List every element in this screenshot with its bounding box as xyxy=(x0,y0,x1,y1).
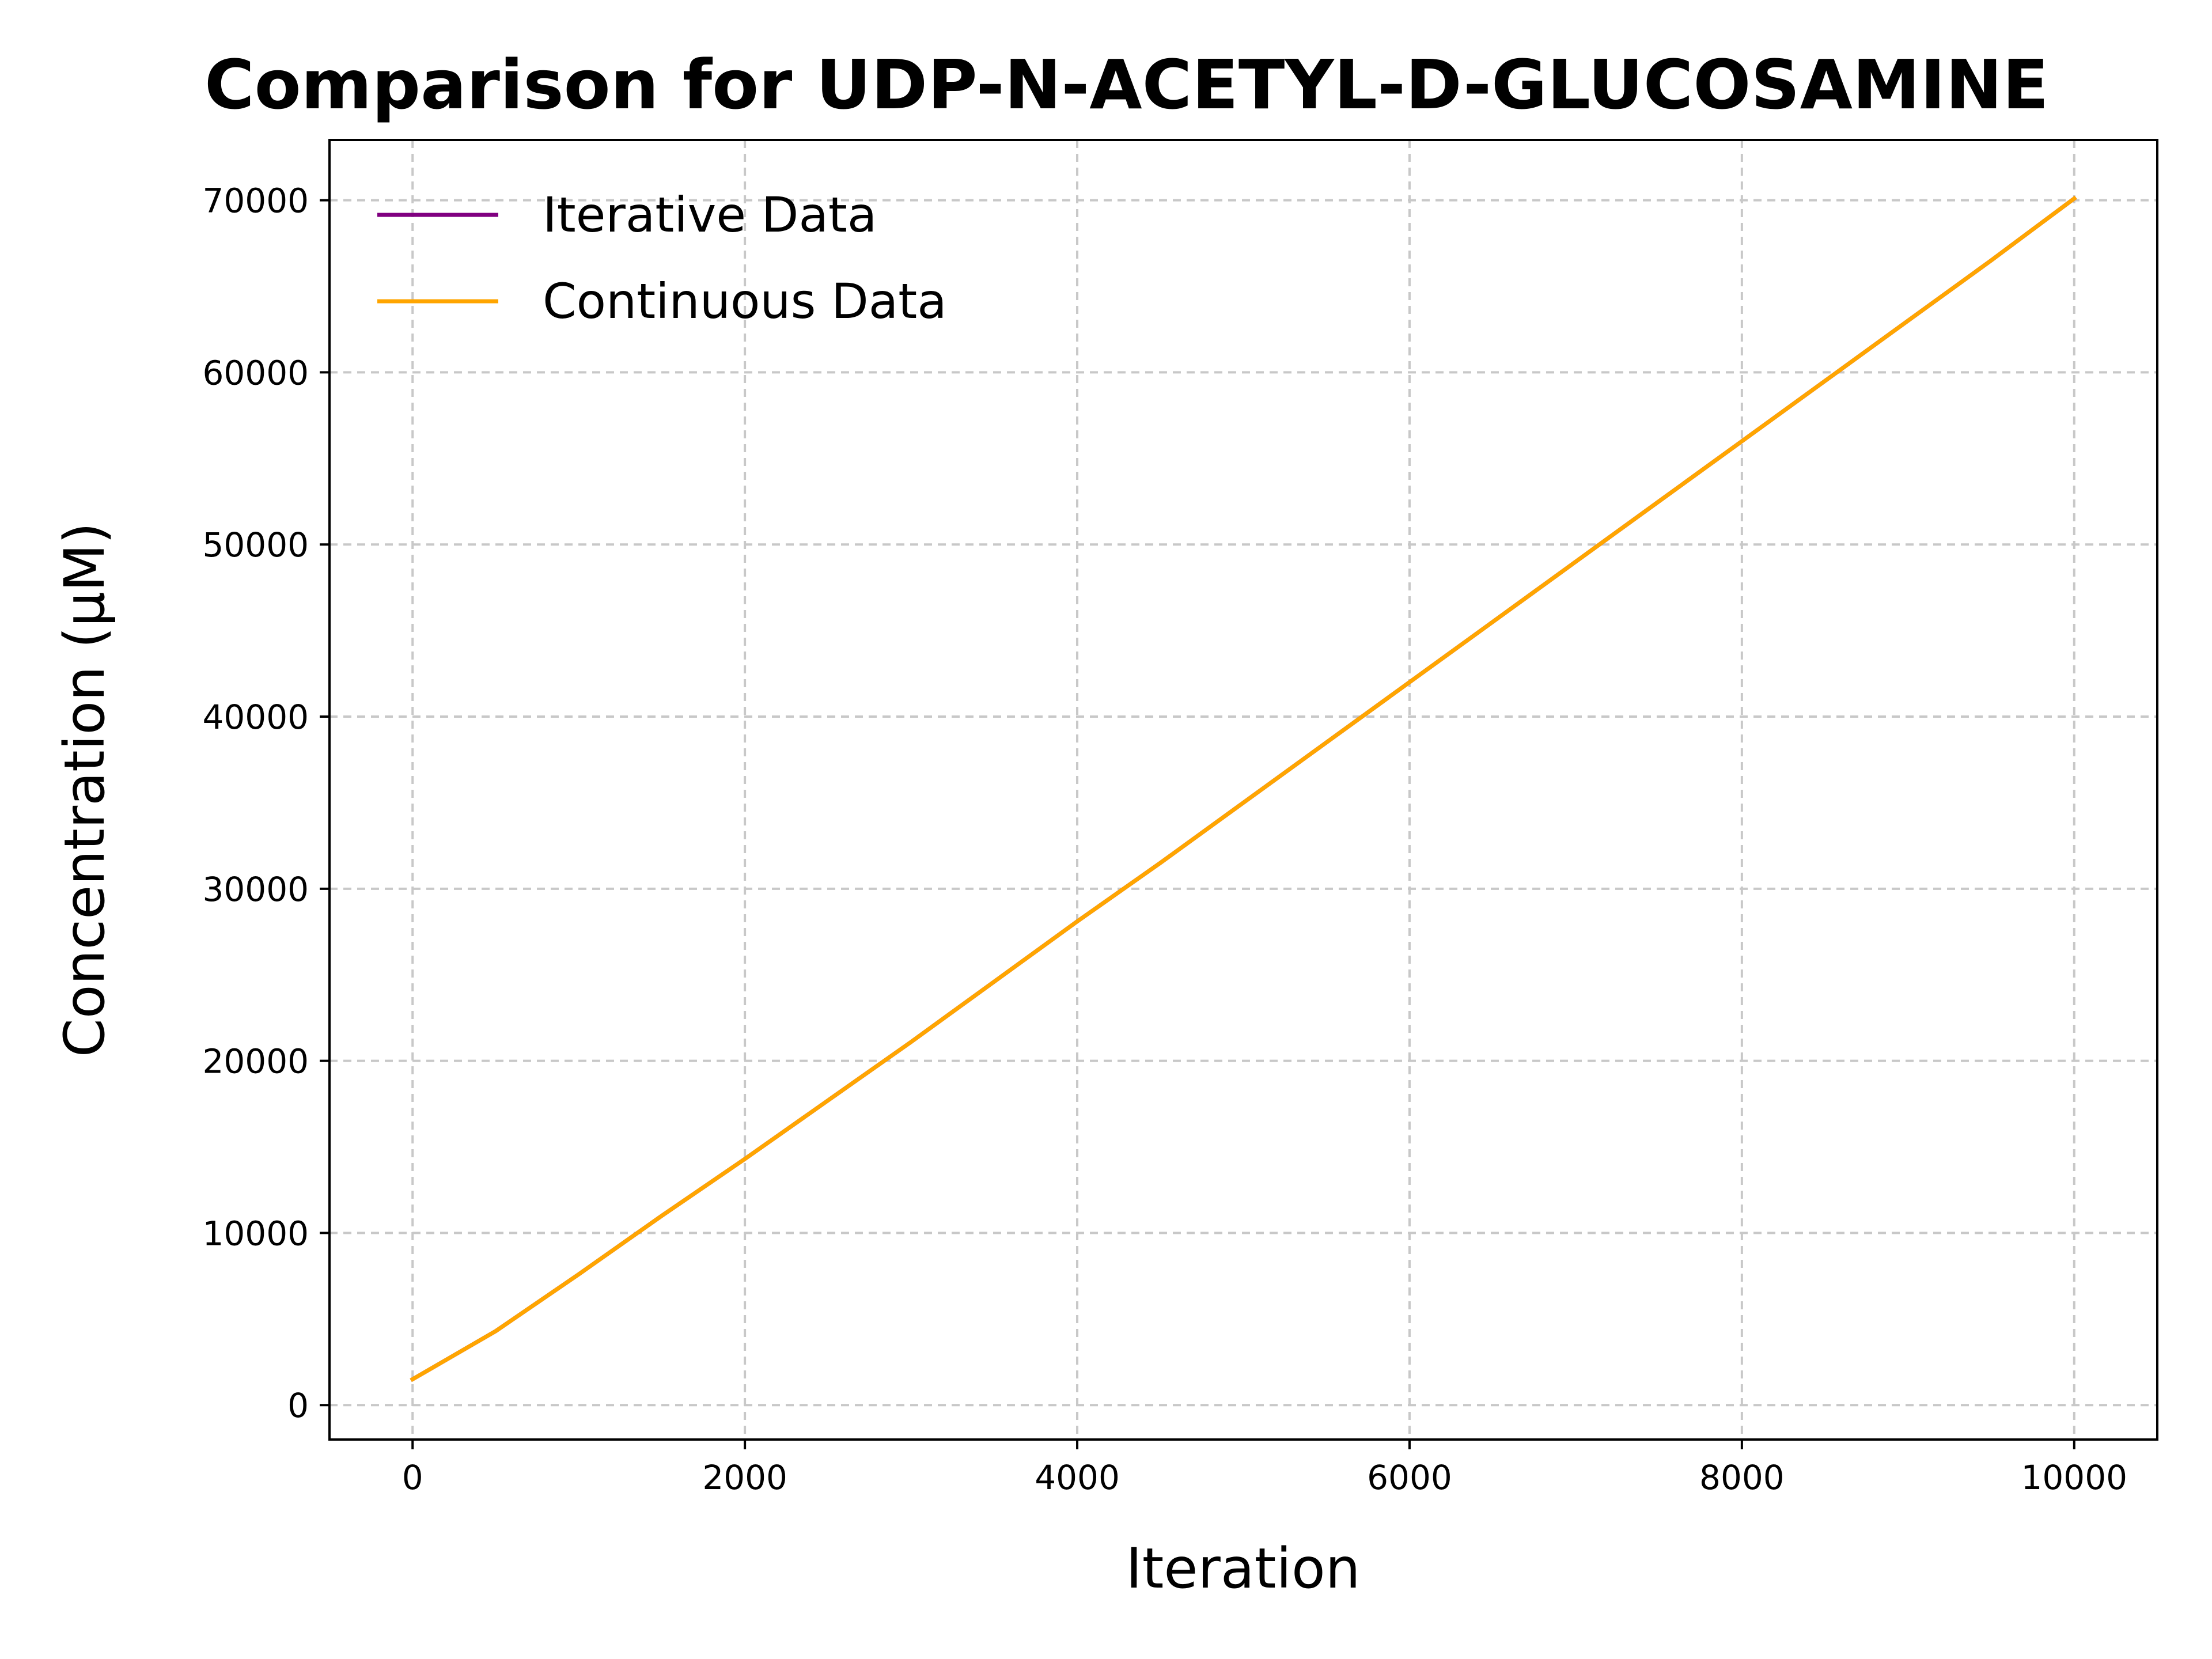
x-tick-label: 2000 xyxy=(702,1458,787,1497)
series-line-1 xyxy=(410,195,2077,1382)
axis-ticks: 0 2000 4000 6000 8000 10000 0 10000 20000 30000 40… xyxy=(202,181,2127,1497)
y-tick-label: 10000 xyxy=(202,1214,309,1253)
y-tick-label: 30000 xyxy=(202,870,309,909)
x-tick-label: 6000 xyxy=(1367,1458,1452,1497)
series-line-2 xyxy=(410,195,2077,1382)
legend-label-1: Iterative Data xyxy=(543,187,877,243)
chart-title: Comparison for UDP-N-ACETYL-D-GLUCOSAMIN… xyxy=(204,45,2049,124)
y-tick-label: 70000 xyxy=(202,181,309,221)
legend-label-2: Continuous Data xyxy=(543,273,947,329)
grid xyxy=(329,140,2157,1440)
x-tick-label: 0 xyxy=(402,1458,423,1497)
series-lines xyxy=(410,195,2077,1382)
y-tick-label: 60000 xyxy=(202,353,309,392)
y-tick-label: 50000 xyxy=(202,525,309,565)
y-tick-label: 0 xyxy=(287,1386,309,1425)
y-tick-label: 40000 xyxy=(202,698,309,737)
legend: Iterative Data Continuous Data xyxy=(377,187,947,329)
x-tick-label: 10000 xyxy=(2021,1458,2128,1497)
y-tick-label: 20000 xyxy=(202,1042,309,1081)
x-axis-title: Iteration xyxy=(1126,1536,1360,1601)
plot-frame xyxy=(328,139,2158,1441)
x-tick-label: 4000 xyxy=(1035,1458,1120,1497)
y-axis-title: Concentration (μM) xyxy=(52,522,117,1057)
x-tick-label: 8000 xyxy=(1699,1458,1785,1497)
